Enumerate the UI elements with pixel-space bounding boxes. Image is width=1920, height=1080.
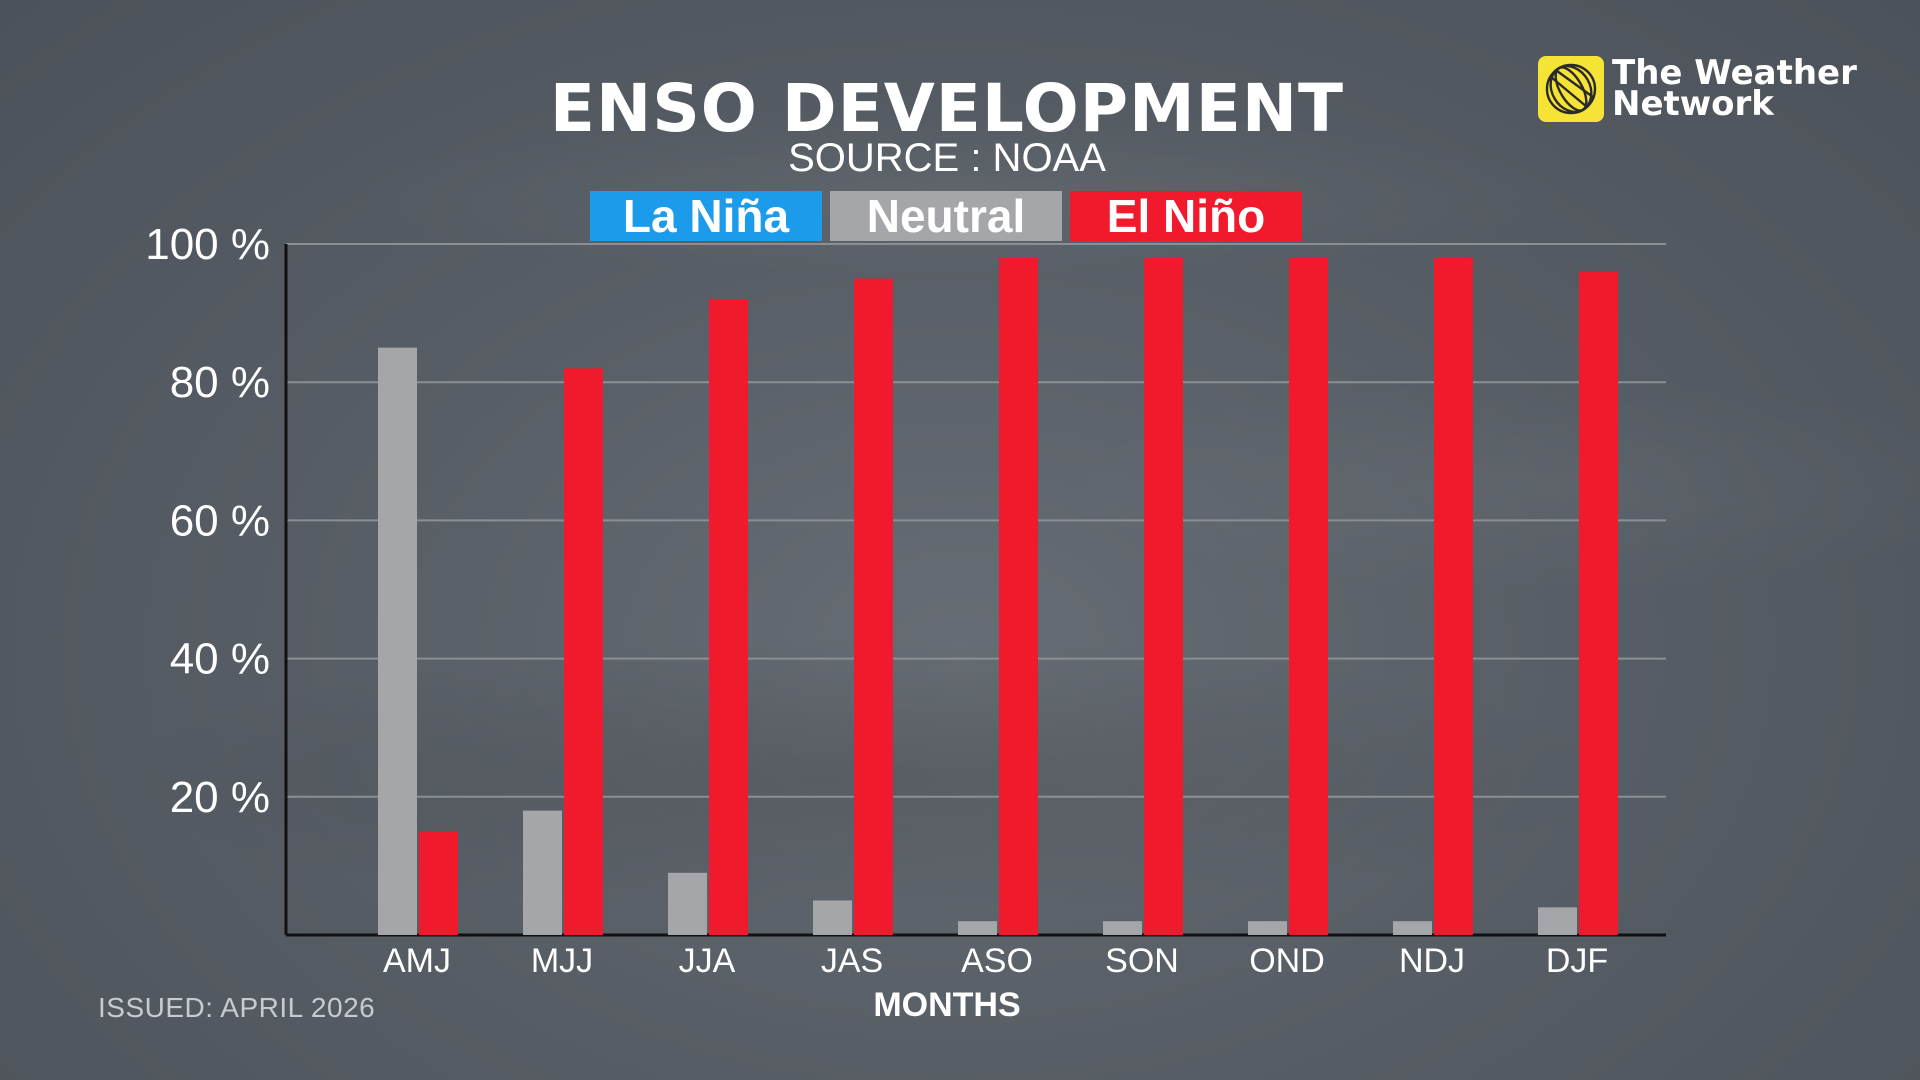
bar-neutral	[1393, 921, 1432, 935]
y-tick-label: 80 %	[170, 358, 270, 407]
bar-el-nino	[999, 257, 1038, 935]
bar-neutral	[378, 347, 417, 935]
legend-item-el-nino: El Niño	[1070, 191, 1302, 241]
x-tick-label: OND	[1249, 942, 1325, 980]
bar-el-nino	[854, 278, 893, 935]
bar-el-nino	[1579, 271, 1618, 935]
chart-title: ENSO DEVELOPMENT	[549, 70, 1345, 147]
chart-subtitle: SOURCE : NOAA	[788, 136, 1106, 180]
brand-logo: The Weather Network	[1538, 56, 1857, 122]
x-axis-label: MONTHS	[873, 986, 1021, 1024]
brand-name: The Weather Network	[1612, 53, 1857, 124]
x-tick-label: ASO	[961, 942, 1033, 980]
bar-neutral	[813, 900, 852, 935]
bar-neutral	[1538, 907, 1577, 935]
bar-el-nino	[1434, 257, 1473, 935]
bar-neutral	[1103, 921, 1142, 935]
x-tick-label: JAS	[821, 942, 883, 980]
x-tick-label: NDJ	[1399, 942, 1465, 980]
x-tick-label: SON	[1105, 942, 1179, 980]
x-tick-label: DJF	[1546, 942, 1608, 980]
bar-el-nino	[709, 299, 748, 935]
y-tick-label: 100 %	[145, 220, 270, 269]
legend-item-la-nina: La Niña	[590, 191, 822, 241]
bar-el-nino	[419, 831, 458, 935]
bar-el-nino	[564, 368, 603, 935]
bar-neutral	[1248, 921, 1287, 935]
globe-icon	[1538, 56, 1604, 122]
x-tick-label: AMJ	[383, 942, 451, 980]
bar-neutral	[523, 810, 562, 935]
bar-neutral	[958, 921, 997, 935]
brand-name-line2: Network	[1612, 84, 1774, 124]
y-tick-label: 20 %	[170, 773, 270, 822]
y-tick-label: 40 %	[170, 635, 270, 684]
legend: La Niña Neutral El Niño	[590, 191, 1302, 241]
issued-date: ISSUED: APRIL 2026	[98, 992, 376, 1023]
brand-name-line1: The Weather	[1612, 53, 1857, 93]
legend-item-neutral: Neutral	[830, 191, 1062, 241]
y-tick-label: 60 %	[170, 496, 270, 545]
x-tick-label: MJJ	[531, 942, 593, 980]
bar-neutral	[668, 872, 707, 935]
bar-el-nino	[1289, 257, 1328, 935]
bar-el-nino	[1144, 257, 1183, 935]
x-tick-label: JJA	[679, 942, 736, 980]
